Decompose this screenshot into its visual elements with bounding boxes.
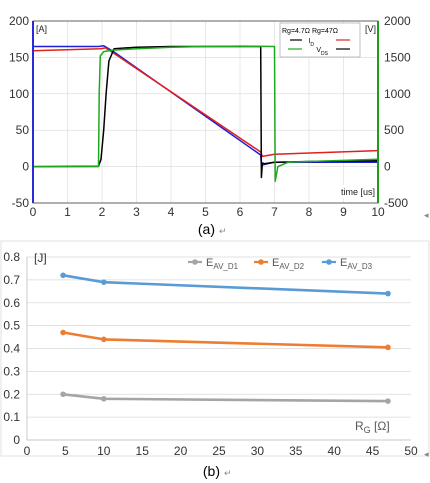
- x-tick-label: 0: [30, 205, 37, 219]
- legend-label-E_AV_D1: EAV_D1: [206, 257, 239, 271]
- y-tick-label: 0.7: [3, 273, 20, 287]
- y-axis-label: [J]: [34, 251, 47, 265]
- x-label-bg: [326, 185, 376, 198]
- data-point-E_AV_D3: [385, 290, 391, 297]
- x-tick-label: 5: [202, 205, 209, 219]
- y-tick-label: 0.6: [3, 296, 20, 310]
- y-left-tick-label: 50: [16, 123, 30, 137]
- margin-mark-icon: ◂: [424, 449, 429, 459]
- y-tick-label: 0: [13, 433, 20, 447]
- y-right-tick-label: 500: [384, 123, 404, 137]
- y-left-tick-label: 200: [9, 14, 29, 28]
- return-mark-icon: ↵: [224, 468, 232, 478]
- y-left-tick-label: -50: [12, 196, 30, 210]
- return-mark-icon: ↵: [219, 226, 227, 236]
- x-axis-label: time [us]: [341, 187, 375, 197]
- x-tick-label: 10: [371, 205, 385, 219]
- data-point-E_AV_D2: [101, 336, 107, 343]
- y-left-tick-label: 0: [22, 160, 29, 174]
- legend-marker: [192, 259, 198, 265]
- x-axis-label: RG [Ω]: [355, 419, 390, 435]
- y-tick-label: 0.4: [3, 342, 20, 356]
- y-tick-label: 0.1: [3, 410, 20, 424]
- y-tick-label: 0.2: [3, 387, 20, 401]
- legend-row-vds: VDS: [316, 47, 328, 57]
- y-left-tick-label: 150: [9, 50, 29, 64]
- y-tick-label: 0.3: [3, 364, 20, 378]
- x-tick-label: 2: [99, 205, 106, 219]
- caption-b: (b): [203, 463, 220, 479]
- legend-label-E_AV_D3: EAV_D3: [340, 257, 373, 271]
- data-point-E_AV_D3: [60, 272, 66, 279]
- x-tick-label: 1: [64, 205, 71, 219]
- x-tick-label: 6: [237, 205, 244, 219]
- x-tick-label: 35: [289, 444, 303, 458]
- x-tick-label: 15: [136, 444, 150, 458]
- margin-mark-icon: ◂: [424, 210, 429, 220]
- legend-header: Rg=4.7Ω Rg=47Ω: [282, 28, 338, 35]
- x-tick-label: 20: [174, 444, 188, 458]
- y-right-tick-label: 1000: [384, 87, 411, 101]
- data-point-E_AV_D1: [101, 396, 107, 402]
- x-tick-label: 25: [212, 444, 226, 458]
- x-tick-label: 4: [168, 205, 175, 219]
- legend-marker: [258, 259, 264, 265]
- y-right-tick-label: -500: [384, 196, 408, 210]
- legend-row-id: ID: [308, 38, 314, 48]
- caption-a: (a): [198, 221, 215, 237]
- legend-label-E_AV_D2: EAV_D2: [272, 257, 305, 271]
- data-point-E_AV_D2: [385, 344, 391, 351]
- y-left-tick-label: 100: [9, 87, 29, 101]
- y-left-unit: [A]: [36, 24, 47, 34]
- x-tick-label: 7: [271, 205, 278, 219]
- legend-marker: [326, 259, 332, 265]
- y-tick-label: 0.5: [3, 319, 20, 333]
- x-tick-label: 40: [328, 444, 342, 458]
- y-tick-label: 0.8: [3, 250, 20, 264]
- x-tick-label: 10: [97, 444, 111, 458]
- x-tick-label: 8: [306, 205, 313, 219]
- energy-chart: 0 0.1 0.2 0.3 0.4 0.5 0.6 0.7 0.8 0 5 10 15 20 25 30 35 4…: [0, 240, 430, 479]
- x-tick-label: 50: [404, 444, 418, 458]
- series-line-id_rg4_7: [32, 47, 379, 158]
- series-line-vds_rg47: [33, 45, 379, 182]
- x-tick-label: 9: [340, 205, 347, 219]
- x-tick-label: 3: [133, 205, 140, 219]
- y-right-unit: [V]: [365, 24, 376, 34]
- data-point-E_AV_D3: [101, 279, 107, 285]
- y-right-tick-label: 1500: [384, 50, 411, 64]
- x-tick-label: 5: [62, 444, 69, 458]
- x-tick-label: 45: [366, 444, 380, 458]
- data-point-E_AV_D1: [60, 391, 66, 398]
- y-right-tick-label: 0: [384, 160, 391, 174]
- y-right-tick-label: 2000: [384, 14, 411, 28]
- x-tick-label: 30: [251, 444, 265, 458]
- waveform-chart: 0 1 2 3 4 5 6 7 8 9 10-50050100150200-500050010001…: [9, 14, 429, 237]
- x-tick-label: 0: [24, 444, 31, 458]
- data-point-E_AV_D1: [385, 398, 391, 404]
- data-point-E_AV_D2: [60, 329, 66, 336]
